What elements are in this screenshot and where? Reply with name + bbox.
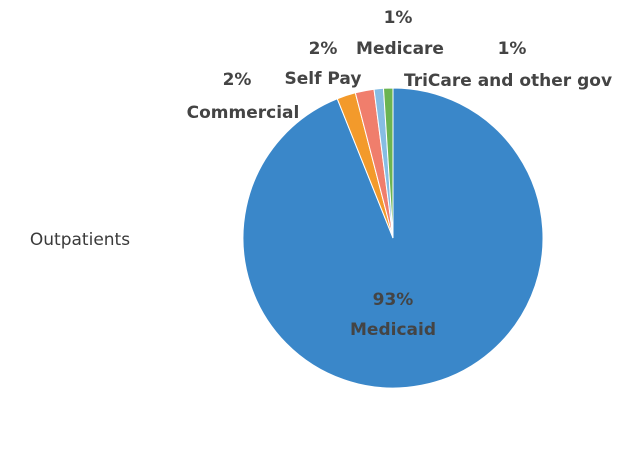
slice-value-label: 2% <box>309 39 338 59</box>
slice-value-label: 1% <box>384 8 413 28</box>
slice-value-label: 93% <box>373 290 414 310</box>
slice-value-label: 1% <box>498 39 527 59</box>
slice-value-label: 2% <box>223 70 252 90</box>
slice-label: Self Pay <box>285 69 362 89</box>
slice-label: TriCare and other gov <box>404 71 612 91</box>
slice-label: Medicaid <box>350 320 436 340</box>
slice-label: Commercial <box>187 103 300 123</box>
slice-label: Medicare <box>356 39 444 59</box>
chart-title: Outpatients <box>30 230 130 250</box>
pie-slice <box>382 87 394 239</box>
